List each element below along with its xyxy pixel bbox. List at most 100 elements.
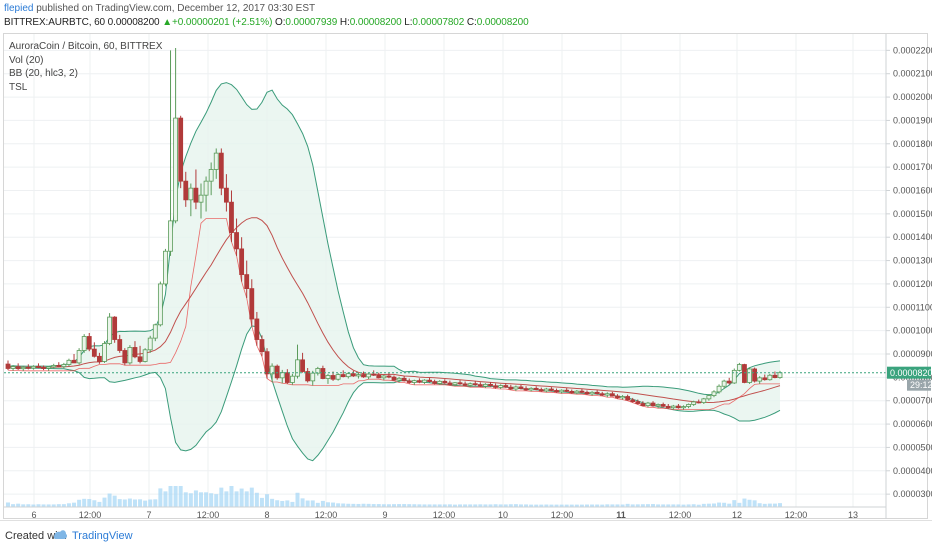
volume-bar xyxy=(595,504,600,507)
volume-bar xyxy=(778,503,782,507)
candle-body xyxy=(20,366,26,370)
high-label: H: xyxy=(339,17,350,28)
candle-body xyxy=(767,374,773,381)
volume-bar xyxy=(229,486,234,507)
candle-body xyxy=(25,366,31,369)
candle-body xyxy=(523,388,529,391)
author-link[interactable]: flepied xyxy=(4,3,34,14)
candle-body xyxy=(549,388,554,391)
y-tick-label: 0.00011000 xyxy=(893,302,932,312)
volume-bar xyxy=(117,499,122,507)
candle-body xyxy=(488,383,493,387)
volume-bar xyxy=(767,503,772,507)
volume-bar xyxy=(127,498,132,507)
volume-bar xyxy=(204,492,209,507)
candle-body xyxy=(721,380,727,387)
volume-bar xyxy=(493,504,498,507)
volume-bar xyxy=(21,504,26,507)
candle-body xyxy=(178,117,184,182)
y-tick-label: 0.00014000 xyxy=(893,232,932,242)
candle-body xyxy=(406,380,412,383)
volume-bar xyxy=(224,491,229,507)
x-tick-label: 12:00 xyxy=(197,510,220,520)
volume-bar xyxy=(6,502,10,507)
bar-countdown-label: 29:12 xyxy=(910,380,932,390)
candle-body xyxy=(10,366,16,369)
candle-body xyxy=(731,369,737,384)
candle-body xyxy=(376,374,382,379)
volume-bar xyxy=(300,498,305,507)
volume-bar xyxy=(72,502,77,507)
volume-bar xyxy=(178,486,183,507)
price-chart[interactable]: 0.00003000 0.00004000 0.00005000 0.00006000… xyxy=(0,0,932,520)
volume-bar xyxy=(138,499,143,507)
candle-body xyxy=(594,391,600,395)
candle-body xyxy=(589,391,595,395)
volume-bar xyxy=(51,504,56,507)
volume-bar xyxy=(742,498,747,507)
x-tick-label: 12 xyxy=(732,510,742,520)
candle-body xyxy=(117,339,123,351)
x-tick-label: 7 xyxy=(146,510,151,520)
volume-bar xyxy=(656,504,661,507)
open-label: O: xyxy=(275,17,286,28)
volume-bar xyxy=(239,488,244,507)
volume-bar xyxy=(234,491,239,507)
volume-bar xyxy=(569,504,574,507)
volume-bar xyxy=(630,504,635,507)
legend-volume[interactable]: Vol (20) xyxy=(9,54,44,66)
candle-body xyxy=(645,402,651,407)
candle-body xyxy=(498,385,504,388)
volume-bar xyxy=(671,504,676,507)
y-tick-label: 0.00022000 xyxy=(893,45,932,55)
ohlc-line: BITTREX:AURBTC, 60 0.00008200 ▲+0.000002… xyxy=(4,17,529,28)
volume-bar xyxy=(737,502,742,507)
volume-bar xyxy=(696,504,701,507)
volume-bar xyxy=(407,504,412,507)
candle-body xyxy=(340,374,346,378)
candle-body xyxy=(615,395,620,399)
volume-bar xyxy=(691,504,696,507)
footer-bar: Created with TradingView xyxy=(0,520,932,551)
candle-body xyxy=(234,232,239,250)
volume-bar xyxy=(544,504,549,507)
candle-body xyxy=(762,377,768,381)
legend-bollinger[interactable]: BB (20, hlc3, 2) xyxy=(9,68,78,79)
volume-bar xyxy=(331,502,336,507)
x-tick-label: 13 xyxy=(848,510,858,520)
x-tick-label: 12:00 xyxy=(433,510,456,520)
candle-body xyxy=(350,373,356,377)
candle-body xyxy=(168,220,173,252)
legend-tsl[interactable]: TSL xyxy=(9,81,28,93)
volume-bar xyxy=(148,499,153,507)
volume-bar xyxy=(31,504,36,507)
open-value: 0.00007939 xyxy=(285,17,338,28)
chart-frame[interactable] xyxy=(3,33,928,519)
volume-bar xyxy=(772,503,777,507)
x-tick-label: 9 xyxy=(382,510,387,520)
volume-bar xyxy=(564,504,569,507)
volume-bar xyxy=(265,494,270,507)
y-tick-label: 0.00020000 xyxy=(893,92,932,102)
candle-body xyxy=(229,201,234,233)
volume-bar xyxy=(188,493,193,507)
candle-body xyxy=(91,348,97,357)
volume-bar xyxy=(102,497,107,507)
volume-bar xyxy=(66,503,71,507)
volume-bar xyxy=(305,500,310,507)
x-tick-label: 10 xyxy=(498,510,508,520)
candle-body xyxy=(538,389,544,392)
candle-body xyxy=(137,356,143,362)
candle-body xyxy=(437,380,443,384)
candle-body xyxy=(290,375,295,383)
candle-body xyxy=(472,383,478,386)
candle-body xyxy=(132,347,138,358)
volume-bar xyxy=(295,492,300,507)
candle-body xyxy=(112,316,118,340)
candle-body xyxy=(198,194,204,203)
volume-bar xyxy=(361,503,366,507)
volume-bar xyxy=(518,504,523,507)
volume-bar xyxy=(554,504,559,507)
volume-bar xyxy=(249,487,254,507)
tradingview-link[interactable]: TradingView xyxy=(72,530,133,542)
